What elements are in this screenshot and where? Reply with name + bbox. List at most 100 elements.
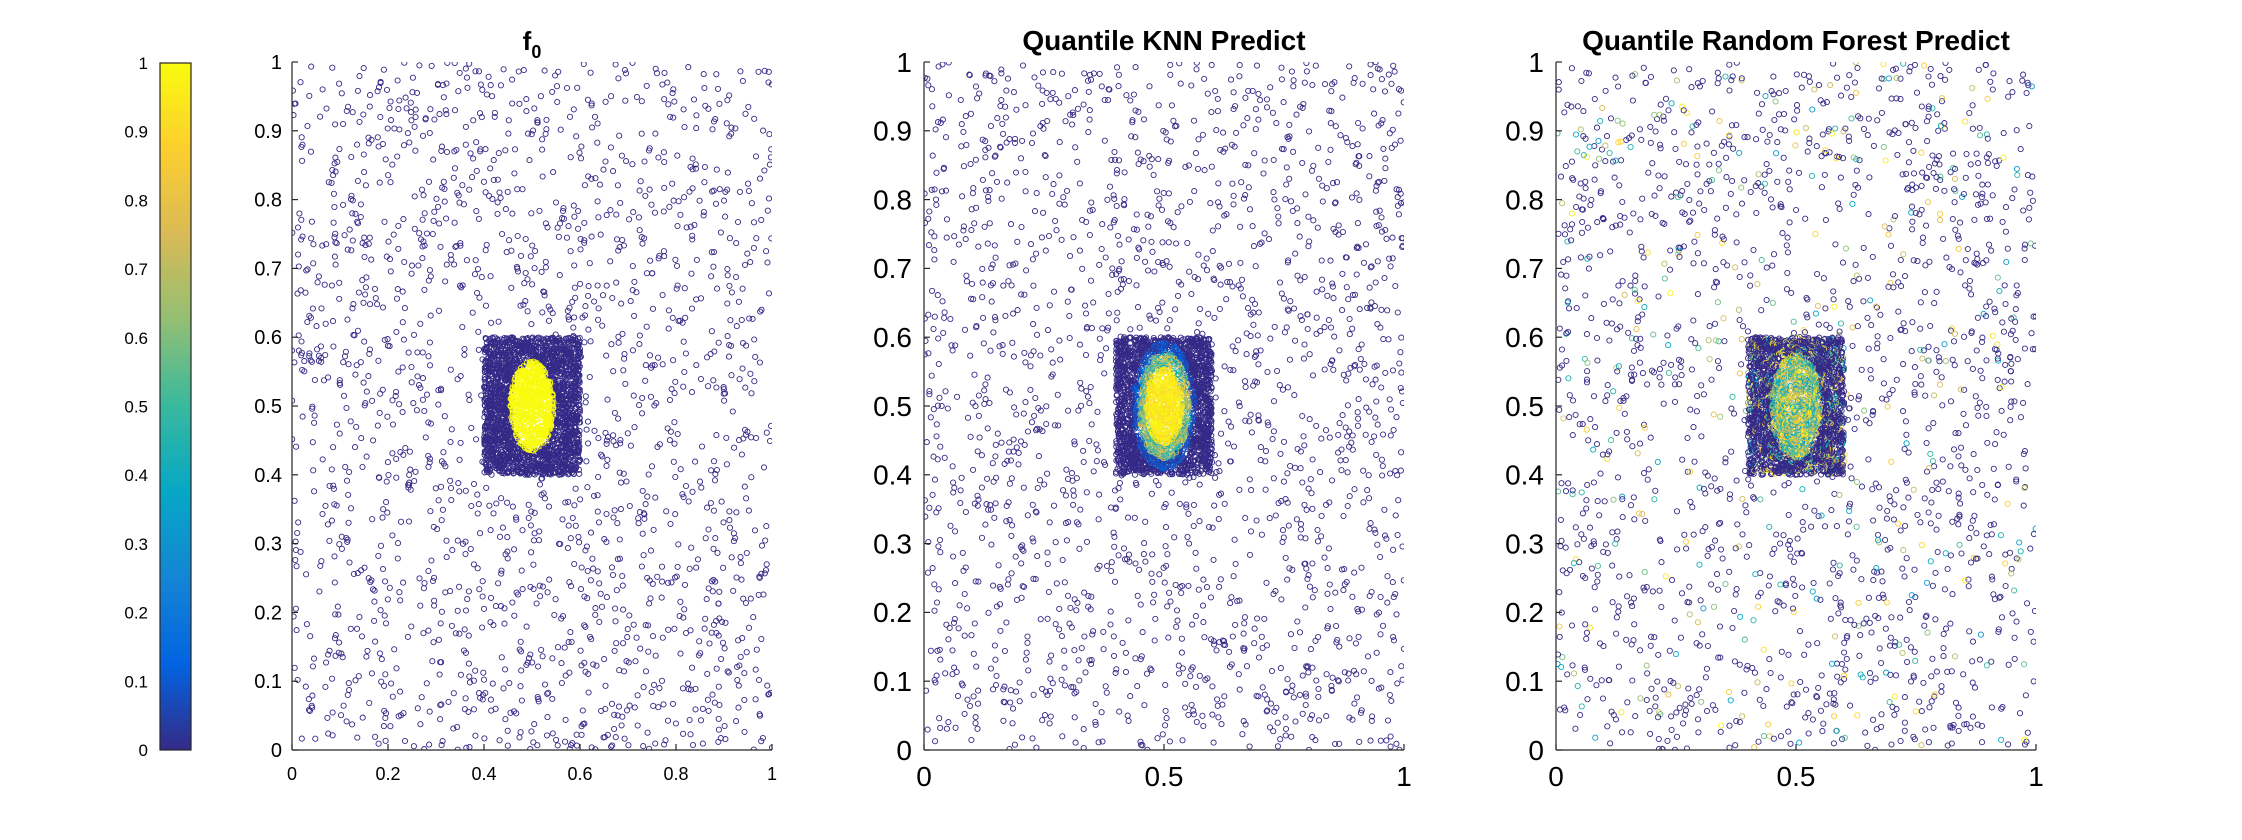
data-point: [1086, 207, 1093, 214]
data-point: [672, 720, 679, 727]
data-point: [475, 215, 482, 222]
data-point: [384, 459, 391, 466]
data-point: [617, 479, 625, 486]
data-point: [406, 481, 413, 489]
data-point: [751, 378, 758, 385]
data-point: [325, 651, 332, 658]
data-point: [536, 582, 543, 589]
data-point: [311, 488, 318, 495]
data-point: [751, 336, 758, 343]
data-point: [631, 424, 638, 431]
data-point: [578, 143, 585, 150]
data-point: [1188, 82, 1195, 89]
data-point: [490, 176, 497, 184]
data-point: [462, 550, 469, 558]
data-point: [415, 262, 422, 269]
data-point: [1382, 165, 1389, 172]
data-point: [715, 339, 722, 346]
data-point: [659, 361, 666, 368]
data-point: [697, 375, 704, 383]
data-point: [406, 448, 413, 455]
data-point: [307, 357, 314, 364]
data-point: [448, 622, 455, 629]
data-point: [664, 425, 671, 432]
data-point: [1166, 263, 1173, 270]
data-point: [292, 347, 296, 354]
data-point: [609, 742, 616, 749]
x-tick-label: 0.8: [663, 764, 688, 784]
data-point: [602, 429, 609, 436]
data-point: [577, 647, 584, 654]
data-point: [319, 86, 326, 93]
data-point: [374, 88, 381, 95]
data-point: [1078, 644, 1085, 652]
data-point: [459, 182, 466, 189]
data-point: [730, 587, 737, 594]
data-point: [699, 740, 706, 747]
data-point: [425, 463, 432, 470]
data-point: [1355, 415, 1362, 422]
data-point: [666, 437, 673, 444]
data-point: [309, 663, 316, 670]
data-point: [538, 268, 545, 275]
data-point: [675, 198, 682, 205]
data-point: [406, 471, 413, 478]
data-point: [1397, 349, 1404, 356]
y-tick-label: 0.5: [254, 396, 282, 418]
data-point: [1319, 198, 1326, 205]
data-point: [1007, 687, 1014, 694]
data-point: [456, 282, 464, 289]
data-point: [1274, 367, 1281, 375]
data-point: [737, 68, 744, 75]
data-point: [682, 314, 689, 321]
data-point: [353, 362, 360, 369]
data-point: [472, 68, 479, 75]
data-point: [611, 409, 618, 416]
data-point: [528, 549, 535, 556]
data-point: [613, 236, 621, 243]
data-point: [743, 342, 750, 349]
data-point: [403, 105, 410, 112]
data-point: [1003, 518, 1010, 525]
data-point: [364, 647, 371, 654]
data-point: [581, 237, 588, 244]
data-point: [581, 219, 588, 226]
data-point: [529, 402, 536, 409]
y-tick-label: 0.2: [254, 602, 282, 624]
data-point: [958, 143, 965, 150]
data-point: [359, 240, 366, 247]
data-point: [409, 89, 416, 96]
data-point: [663, 508, 670, 515]
data-point: [332, 652, 339, 659]
data-point: [363, 653, 370, 660]
data-point: [643, 270, 651, 277]
data-point: [719, 639, 727, 646]
data-point: [975, 496, 982, 503]
data-point: [1242, 161, 1249, 168]
colorbar-tick-label: 0.6: [124, 329, 148, 348]
data-point: [576, 149, 583, 156]
data-point: [1289, 682, 1296, 689]
data-point: [1134, 683, 1141, 690]
data-point: [627, 442, 634, 449]
data-point: [528, 210, 535, 217]
data-point: [1103, 689, 1110, 696]
data-point: [465, 588, 472, 595]
data-point: [529, 281, 536, 288]
data-point: [511, 170, 518, 177]
data-point: [1138, 741, 1145, 748]
data-point: [318, 558, 325, 565]
data-point: [748, 390, 755, 397]
data-point: [518, 697, 525, 704]
data-point: [722, 736, 729, 743]
data-point: [563, 234, 571, 241]
data-point: [400, 336, 407, 343]
data-point: [740, 595, 747, 602]
data-point: [610, 168, 617, 175]
data-point: [1399, 676, 1404, 683]
data-point: [472, 732, 479, 739]
data-point: [1262, 448, 1270, 455]
data-point: [1093, 441, 1100, 448]
data-point: [346, 226, 353, 233]
data-point: [323, 659, 330, 666]
